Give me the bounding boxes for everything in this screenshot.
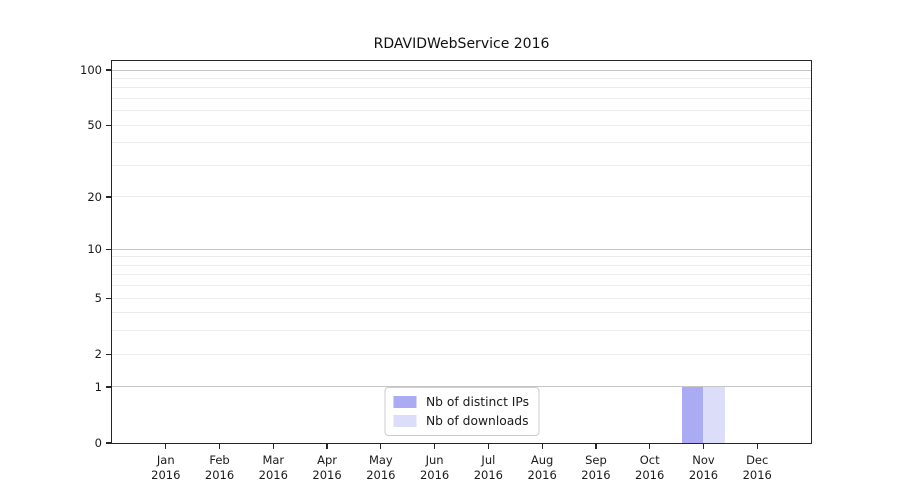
x-tick-month: Nov (692, 453, 715, 467)
legend-swatch-distinct-ips-icon (392, 396, 416, 408)
y-tick-label: 1 (94, 379, 102, 394)
plot-area: Nb of distinct IPs Nb of downloads 0 1 2 5 1… (80, 60, 812, 482)
minor-gridline (112, 264, 811, 266)
minor-gridline (112, 285, 811, 287)
minor-gridline (112, 353, 811, 355)
y-tick-mark (106, 442, 111, 444)
minor-gridline (112, 312, 811, 314)
minor-gridline (112, 77, 811, 79)
x-tick-month: Aug (530, 453, 554, 467)
minor-gridline (112, 196, 811, 198)
x-tick-month: Dec (746, 453, 769, 467)
bar-nb-of-distinct-ips (681, 386, 704, 443)
minor-gridline (112, 87, 811, 89)
x-tick-year: 2016 (204, 468, 235, 482)
x-tick-mark (487, 444, 489, 449)
x-tick-year: 2016 (688, 468, 719, 482)
x-tick-month: Feb (209, 453, 230, 467)
x-tick-mark (649, 444, 651, 449)
y-tick-label: 5 (94, 291, 102, 306)
x-tick-year: 2016 (581, 468, 611, 482)
x-tick-year: 2016 (366, 468, 396, 482)
x-tick-year: 2016 (419, 468, 450, 482)
x-tick-year: 2016 (527, 468, 557, 482)
minor-gridline (112, 98, 811, 100)
minor-gridline (112, 110, 811, 112)
x-tick-month: Oct (639, 453, 660, 467)
x-tick-year: 2016 (312, 468, 342, 482)
x-tick-mark (595, 444, 597, 449)
x-tick-mark (326, 444, 328, 449)
x-tick-mark (272, 444, 274, 449)
minor-gridline (112, 142, 811, 144)
bar-nb-of-downloads (703, 386, 725, 443)
x-tick-label: Jul 2016 (453, 453, 523, 483)
y-tick-mark (106, 297, 111, 299)
x-tick-year: 2016 (473, 468, 504, 482)
legend-label-downloads: Nb of downloads (425, 414, 529, 428)
x-tick-mark (165, 444, 167, 449)
x-tick-mark (702, 444, 705, 449)
x-tick-month: Sep (585, 453, 607, 467)
x-tick-month: Mar (262, 453, 285, 467)
chart-legend: Nb of distinct IPs Nb of downloads (383, 387, 540, 436)
x-tick-label: Jan 2016 (131, 453, 201, 483)
y-tick-mark (106, 196, 111, 198)
y-tick-label: 50 (87, 118, 102, 133)
x-tick-label: May 2016 (346, 453, 416, 483)
minor-gridline (112, 124, 811, 126)
y-tick-label: 20 (87, 189, 102, 204)
legend-label-distinct-ips: Nb of distinct IPs (425, 395, 530, 409)
y-tick-label: 2 (94, 347, 102, 362)
x-tick-year: 2016 (742, 468, 772, 482)
x-tick-mark (541, 444, 543, 449)
legend-entry-downloads: Nb of downloads (392, 414, 529, 428)
y-tick-mark (106, 248, 111, 250)
y-tick-mark (106, 124, 111, 126)
chart-title: RDAVIDWebService 2016 (373, 36, 550, 52)
y-tick-mark (106, 353, 111, 355)
x-tick-month: Jul (481, 453, 496, 467)
x-tick-label: Sep 2016 (561, 453, 631, 483)
y-tick-label: 10 (87, 242, 102, 257)
minor-gridline (112, 274, 811, 276)
x-tick-label: Dec 2016 (722, 453, 792, 483)
legend-entry-distinct-ips: Nb of distinct IPs (392, 395, 530, 409)
major-gridline (112, 69, 811, 71)
x-tick-year: 2016 (258, 468, 288, 482)
x-tick-month: Jun (425, 453, 444, 467)
x-tick-mark (218, 444, 221, 449)
x-tick-month: Apr (317, 453, 338, 467)
y-tick-label: 100 (80, 63, 102, 78)
minor-gridline (112, 256, 811, 258)
x-tick-year: 2016 (635, 468, 665, 482)
y-tick-mark (106, 69, 111, 71)
major-gridline (112, 248, 811, 250)
y-tick-label: 0 (94, 436, 102, 450)
minor-gridline (112, 165, 811, 166)
x-tick-label: Feb 2016 (185, 453, 255, 483)
x-tick-label: Aug 2016 (507, 453, 577, 483)
x-tick-label: Nov 2016 (668, 453, 738, 483)
x-tick-label: Oct 2016 (615, 453, 685, 483)
x-tick-month: May (368, 453, 393, 467)
minor-gridline (112, 297, 811, 299)
x-tick-label: Mar 2016 (238, 453, 308, 483)
x-tick-mark (380, 444, 382, 449)
y-tick-mark (106, 386, 111, 388)
x-tick-mark (756, 444, 758, 449)
minor-gridline (112, 330, 811, 332)
major-gridline (112, 386, 811, 388)
x-tick-label: Jun 2016 (400, 453, 470, 483)
x-tick-month: Jan (156, 453, 175, 467)
legend-swatch-downloads-icon (392, 415, 416, 427)
x-tick-label: Apr 2016 (292, 453, 362, 483)
x-tick-mark (434, 444, 436, 449)
x-tick-year: 2016 (151, 468, 181, 482)
